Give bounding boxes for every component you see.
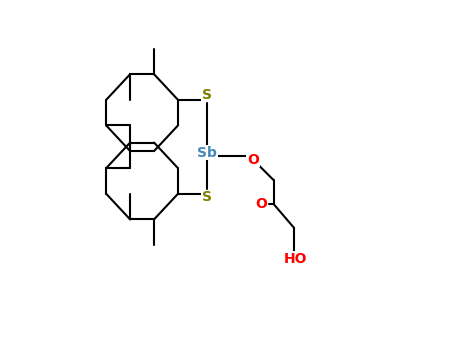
Text: O: O [247,153,259,167]
Text: Sb: Sb [197,146,217,160]
Text: HO: HO [284,252,308,266]
Text: O: O [256,197,268,211]
Text: S: S [202,88,212,102]
Text: S: S [202,190,212,204]
